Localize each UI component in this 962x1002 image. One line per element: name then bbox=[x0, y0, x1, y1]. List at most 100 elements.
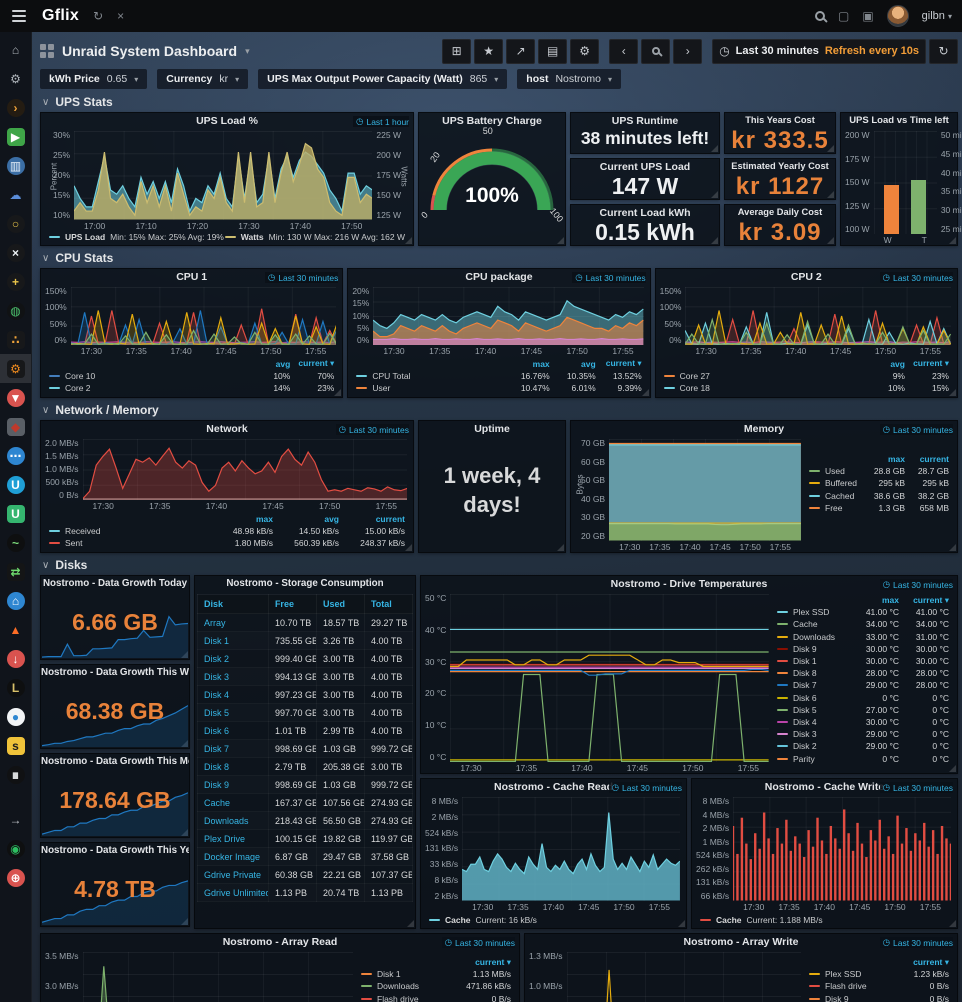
legend[interactable]: UPS Load Min: 15% Max: 25% Avg: 19% Watts… bbox=[41, 231, 413, 245]
network-chart[interactable] bbox=[82, 439, 407, 500]
legend-header[interactable]: max avg current ▾ bbox=[532, 358, 642, 369]
table-row[interactable]: Disk 8 2.79 TB 205.38 GB 3.00 TB bbox=[197, 757, 414, 776]
legend-header[interactable]: current ▾ bbox=[913, 956, 949, 967]
array-read-chart[interactable] bbox=[82, 952, 353, 1002]
variable-kwh-price[interactable]: kWh Price 0.65 ▾ bbox=[40, 69, 148, 89]
time-forward-button[interactable]: › bbox=[673, 38, 703, 64]
legend-item[interactable]: Core 2 14% 23% bbox=[49, 382, 334, 394]
app-book-icon[interactable]: ∎ bbox=[0, 760, 31, 789]
legend-item[interactable]: Core 27 9% 23% bbox=[663, 370, 949, 382]
table-row[interactable]: Disk 6 1.01 TB 2.99 TB 4.00 TB bbox=[197, 721, 414, 740]
table-row[interactable]: Disk 5 997.70 GB 3.00 TB 4.00 TB bbox=[197, 703, 414, 722]
panel-title[interactable]: Nostromo - Data Growth This Year bbox=[41, 845, 189, 856]
legend[interactable]: Cache Current: 1.188 MB/s bbox=[692, 912, 957, 928]
tab-close-icon[interactable]: × bbox=[117, 9, 125, 23]
legend[interactable]: avg current ▾ Core 27 9% 23% Core 18 10% 15% bbox=[656, 356, 957, 397]
panel-title[interactable]: Estimated Yearly Cost bbox=[731, 161, 829, 171]
app-lazy-icon[interactable]: L bbox=[0, 673, 31, 702]
panel-title[interactable]: Nostromo - Drive Temperatures bbox=[610, 578, 768, 590]
cpu-package-chart[interactable] bbox=[373, 287, 644, 345]
panel-time-range[interactable]: ◷ Last 30 minutes bbox=[441, 937, 515, 948]
bar-w[interactable] bbox=[884, 185, 900, 234]
panel-title[interactable]: Nostromo - Data Growth This Month bbox=[41, 756, 189, 767]
legend-header[interactable]: max current bbox=[887, 454, 949, 465]
panel-time-range[interactable]: ◷ Last 30 minutes bbox=[879, 782, 953, 793]
refresh-button[interactable]: ↻ bbox=[929, 38, 958, 64]
legend-item[interactable]: Flash drive 0 B/s bbox=[809, 980, 949, 992]
legend-item[interactable]: Disk 3 29.00 °C 0 °C bbox=[777, 728, 949, 740]
legend-header[interactable]: max avg current bbox=[255, 513, 405, 524]
variable-host[interactable]: host Nostromo ▾ bbox=[517, 69, 621, 89]
variable-ups-capacity[interactable]: UPS Max Output Power Capacity (Watt) 865 ▾ bbox=[258, 69, 508, 89]
legend-item[interactable]: Used 28.8 GB 28.7 GB bbox=[809, 465, 949, 477]
legend-item[interactable]: Disk 2 29.00 °C 0 °C bbox=[777, 740, 949, 752]
legend-header[interactable]: avg current ▾ bbox=[890, 358, 949, 369]
panel-time-range[interactable]: ◷ Last 30 minutes bbox=[879, 272, 953, 283]
app-green-play-icon[interactable]: ▶ bbox=[0, 122, 31, 151]
section-network-memory[interactable]: ∨ Network / Memory bbox=[42, 403, 159, 417]
app-red-gray-icon[interactable]: ◆ bbox=[0, 412, 31, 441]
table-row[interactable]: Disk 7 998.69 GB 1.03 GB 999.72 GB bbox=[197, 739, 414, 758]
legend-item[interactable]: Disk 7 29.00 °C 28.00 °C bbox=[777, 679, 949, 691]
legend[interactable]: max current ▾ Plex SSD 41.00 °C 41.00 °C Cach… bbox=[769, 594, 951, 772]
panel-title[interactable]: Memory bbox=[743, 423, 785, 435]
app-sab-icon[interactable]: s bbox=[0, 731, 31, 760]
section-ups-stats[interactable]: ∨ UPS Stats bbox=[42, 95, 113, 109]
search-icon[interactable] bbox=[814, 11, 825, 21]
app-github-icon[interactable]: ◉ bbox=[0, 834, 31, 863]
section-disks[interactable]: ∨ Disks bbox=[42, 558, 88, 572]
panel-title[interactable]: Nostromo - Storage Consumption bbox=[226, 578, 384, 589]
legend-item[interactable]: User 10.47% 6.01% 9.39% bbox=[356, 382, 642, 394]
dashboard-title-menu[interactable]: Unraid System Dashboard ▾ bbox=[40, 43, 250, 59]
app-lifering-icon[interactable]: ⊕ bbox=[0, 863, 31, 892]
panel-title[interactable]: Nostromo - Cache Read bbox=[493, 781, 614, 793]
legend[interactable]: Cache Current: 16 kB/s bbox=[421, 912, 686, 928]
share-button[interactable]: ↗ bbox=[506, 38, 536, 64]
cpu2-chart[interactable] bbox=[685, 287, 951, 345]
legend-item[interactable]: Disk 8 28.00 °C 28.00 °C bbox=[777, 667, 949, 679]
legend-item[interactable]: Received 48.98 kB/s 14.50 kB/s 15.00 kB/s bbox=[49, 525, 405, 537]
table-row[interactable]: Gdrive Private 60.38 GB 22.21 GB 107.37 GB bbox=[197, 865, 414, 884]
app-sea-serpent-icon[interactable]: ~ bbox=[0, 528, 31, 557]
legend-item[interactable]: Flash drive 0 B/s bbox=[361, 993, 511, 1002]
table-row[interactable]: Disk 2 999.40 GB 3.00 TB 4.00 TB bbox=[197, 649, 414, 668]
panel-time-range[interactable]: ◷ Last 30 minutes bbox=[608, 782, 682, 793]
table-row[interactable]: Docker Image 6.87 GB 29.47 GB 37.58 GB bbox=[197, 847, 414, 866]
drive-temps-chart[interactable] bbox=[450, 594, 769, 762]
panel-title[interactable]: This Years Cost bbox=[745, 115, 815, 125]
legend-item[interactable]: Free 1.3 GB 658 MB bbox=[809, 502, 949, 514]
zoom-out-button[interactable] bbox=[641, 38, 671, 64]
panel-title[interactable]: CPU 1 bbox=[176, 271, 208, 283]
panel-title[interactable]: Network bbox=[206, 423, 248, 435]
app-blue-library-icon[interactable]: ▥ bbox=[0, 151, 31, 180]
panel-title[interactable]: UPS Load vs Time left bbox=[849, 115, 949, 126]
table-row[interactable]: Disk 3 994.13 GB 3.00 TB 4.00 TB bbox=[197, 667, 414, 686]
bar-t[interactable] bbox=[911, 180, 927, 234]
table-row[interactable]: Gdrive Unlimited 1.13 PB 20.74 TB 1.13 PB bbox=[197, 883, 414, 902]
legend-item[interactable]: Disk 5 27.00 °C 0 °C bbox=[777, 704, 949, 716]
legend-item[interactable]: Cache 34.00 °C 34.00 °C bbox=[777, 618, 949, 630]
sign-out-icon[interactable]: → bbox=[9, 812, 22, 827]
save-button[interactable]: ▤ bbox=[538, 38, 568, 64]
panel-title[interactable]: CPU package bbox=[465, 271, 533, 283]
settings-icon[interactable]: ⚙ bbox=[10, 71, 21, 86]
legend-item[interactable]: Core 10 10% 70% bbox=[49, 370, 334, 382]
app-node-graph-icon[interactable]: ∴ bbox=[0, 325, 31, 354]
legend-header[interactable]: avg current ▾ bbox=[275, 358, 335, 369]
panel-title[interactable]: UPS Battery Charge bbox=[442, 115, 542, 127]
array-write-chart[interactable] bbox=[566, 952, 801, 1002]
app-cross-white-icon[interactable]: × bbox=[0, 238, 31, 267]
home-icon[interactable]: ⌂ bbox=[11, 42, 20, 57]
panel-time-range[interactable]: ◷ Last 30 minutes bbox=[264, 272, 339, 283]
legend-item[interactable]: Disk 4 30.00 °C 0 °C bbox=[777, 716, 949, 728]
table-row[interactable]: Disk 4 997.23 GB 3.00 TB 4.00 TB bbox=[197, 685, 414, 704]
legend-item[interactable]: Core 18 10% 15% bbox=[663, 382, 949, 394]
legend[interactable]: max current Used 28.8 GB 28.7 GB Buffered 295 … bbox=[801, 439, 951, 551]
app-green-u-icon[interactable]: U bbox=[0, 499, 31, 528]
legend-header[interactable]: current ▾ bbox=[475, 956, 511, 967]
legend-header[interactable]: max current ▾ bbox=[881, 594, 949, 606]
user-menu[interactable]: gilbn ▾ bbox=[921, 10, 952, 22]
panel-title[interactable]: Nostromo - Array Write bbox=[683, 936, 799, 948]
battery-gauge[interactable]: 0 20 50 100 100% bbox=[419, 126, 565, 224]
